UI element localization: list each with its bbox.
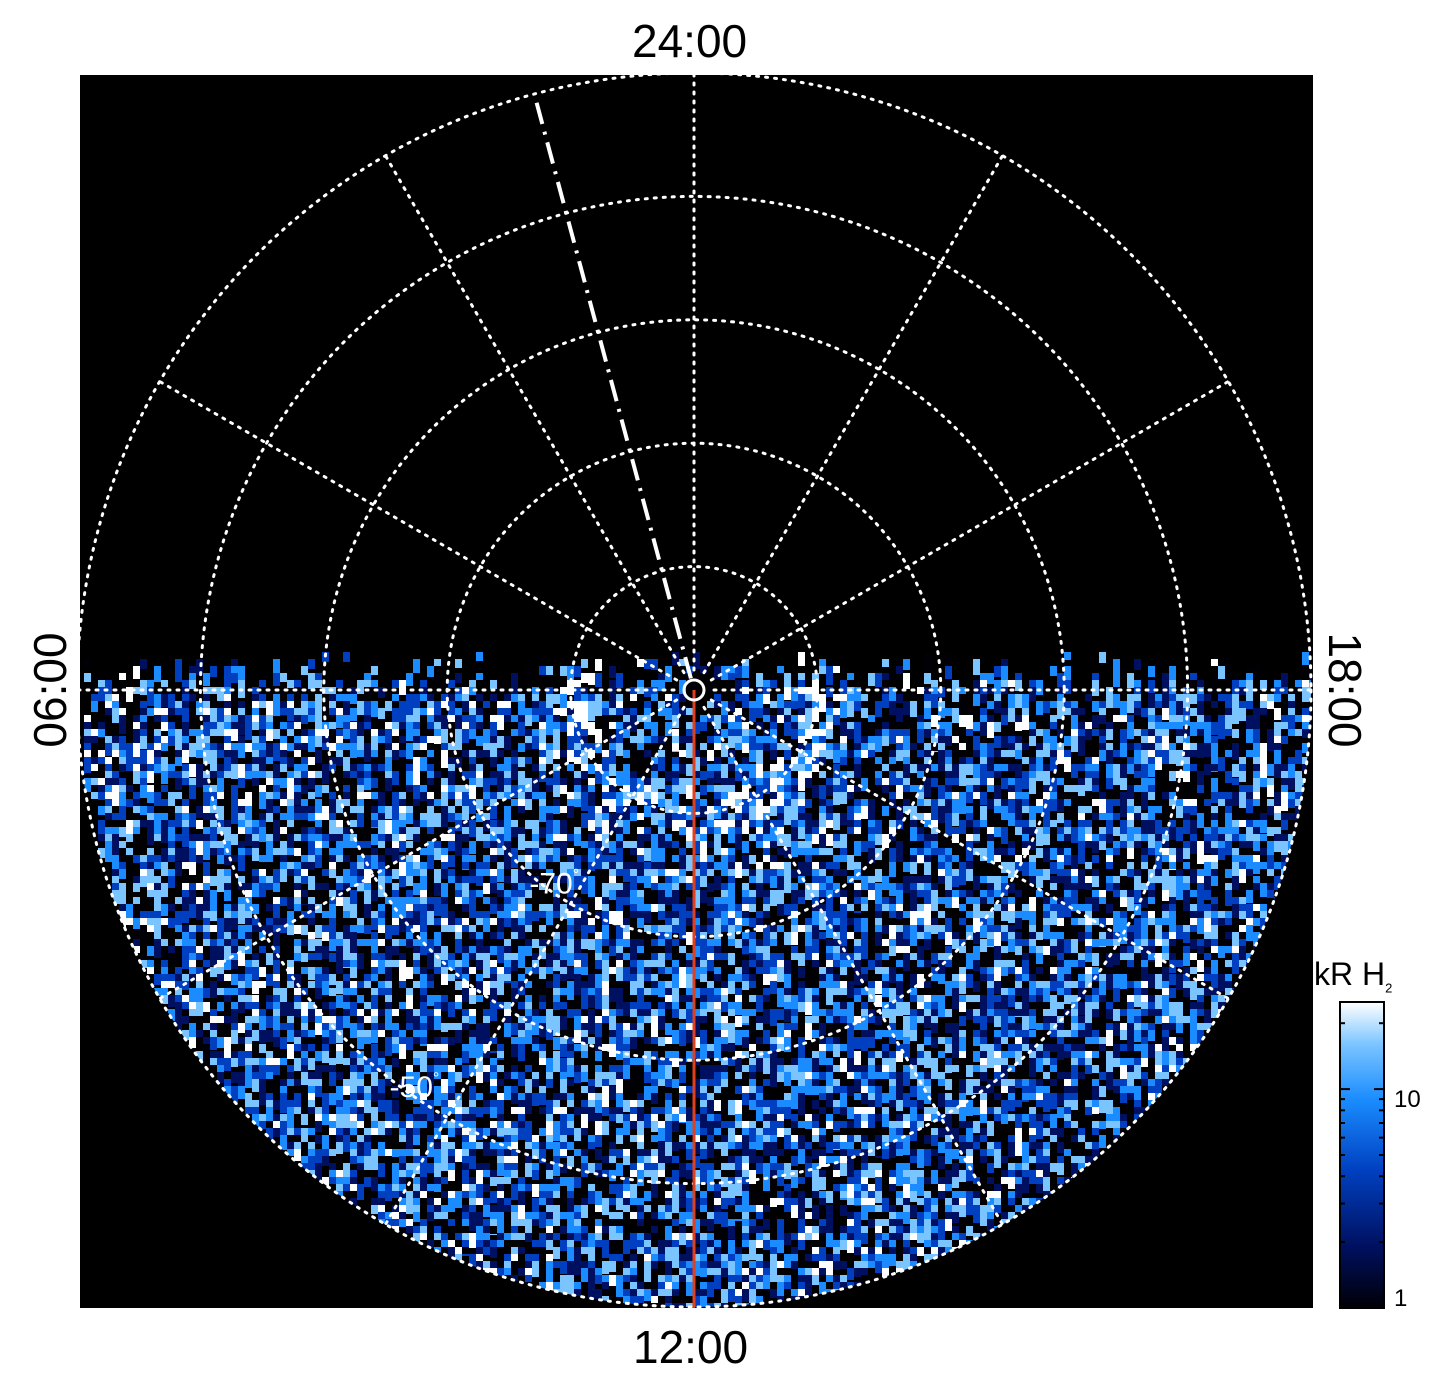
local-time-label-bottom: 12:00 — [633, 1320, 748, 1374]
colorbar-title-main: kR H — [1314, 956, 1385, 992]
local-time-label-top: 24:00 — [632, 14, 747, 68]
colorbar-gradient — [1340, 1002, 1384, 1308]
local-time-label-left: 06:00 — [23, 630, 77, 750]
colorbar-tick-label-10: 10 — [1394, 1086, 1421, 1114]
latitude-label-50: -50° — [390, 1070, 440, 1104]
colorbar-tick-label-1: 1 — [1394, 1285, 1407, 1313]
colorbar-title-subscript: 2 — [1385, 980, 1392, 995]
colorbar-title: kR H2 — [1314, 956, 1392, 995]
colorbar — [1340, 1002, 1384, 1308]
latitude-label-70: -70° — [529, 866, 579, 900]
local-time-label-right: 18:00 — [1318, 630, 1372, 750]
